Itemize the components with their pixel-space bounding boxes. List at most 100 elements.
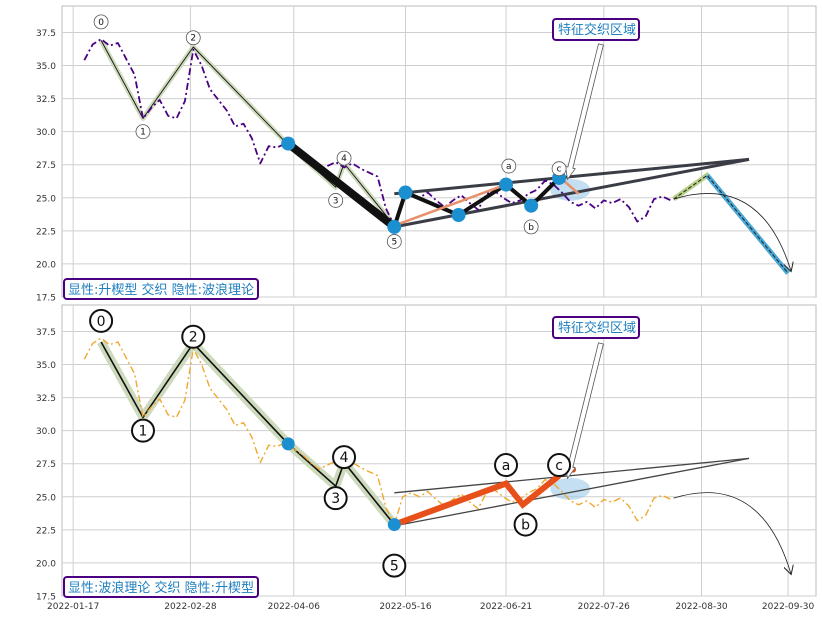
bottom-y-tick-label: 32.5 xyxy=(36,394,56,404)
bottom-wave-label-circle xyxy=(494,453,519,478)
top-y-tick-label: 37.5 xyxy=(36,29,56,39)
top-marks: 0 1 2 3 4 5 a b c xyxy=(83,14,791,275)
bottom-x-tick-label: 2022-09-30 xyxy=(762,602,815,612)
bottom-y-tick-label: 22.5 xyxy=(36,526,56,536)
bottom-red-path xyxy=(393,473,561,528)
top-curve-arrow xyxy=(673,193,791,270)
top-blue-dot xyxy=(451,207,466,222)
top-wave-label: 1 xyxy=(140,128,146,138)
top-wave-label: 2 xyxy=(190,34,196,44)
bottom-blue-dot xyxy=(387,518,401,532)
bottom-wave-label-circle xyxy=(130,418,155,443)
bottom-caption-box xyxy=(63,576,259,598)
bottom-wedge-line xyxy=(394,457,750,527)
bottom-y-ticks: 17.5 20.0 22.5 25.0 27.5 30.0 32.5 35.0 37.5 xyxy=(36,328,56,603)
top-caption-box xyxy=(63,278,259,300)
bottom-gridlines xyxy=(62,305,816,597)
bottom-wave-label: 3 xyxy=(331,491,340,507)
top-y-ticks: 17.5 20.0 22.5 25.0 27.5 30.0 32.5 35.0 37.5 xyxy=(36,29,56,304)
top-blue-dot xyxy=(499,177,514,192)
top-wave-label: 4 xyxy=(341,154,347,164)
bottom-wave-label: c xyxy=(555,458,563,474)
bottom-curve-arrow xyxy=(673,492,791,574)
bottom-wave-label-circle xyxy=(181,324,206,349)
top-plot-frame xyxy=(61,5,817,298)
top-label-arrow xyxy=(565,43,604,181)
bottom-wave-label: 1 xyxy=(139,424,148,440)
bottom-y-tick-label: 35.0 xyxy=(36,361,56,371)
top-wave-label-circle xyxy=(135,124,151,140)
top-annotation-box xyxy=(552,18,640,41)
top-wave-label: c xyxy=(557,165,562,175)
bottom-wave-label: 4 xyxy=(340,450,349,466)
top-projection-path xyxy=(673,174,789,274)
bottom-y-tick-label: 27.5 xyxy=(36,460,56,470)
top-y-tick-label: 17.5 xyxy=(36,294,56,304)
bottom-wave-label: 0 xyxy=(97,314,106,330)
top-thick-segment xyxy=(456,182,508,217)
top-wave-label-circle xyxy=(185,30,201,46)
bottom-x-tick-label: 2022-04-06 xyxy=(268,602,321,612)
bottom-wave-label-circle xyxy=(513,512,538,537)
bottom-price-series xyxy=(83,337,672,526)
top-thick-segment xyxy=(403,190,461,217)
top-thick-segment xyxy=(284,139,399,231)
top-y-tick-label: 35.0 xyxy=(36,62,56,72)
top-wedge-line xyxy=(394,157,750,196)
bottom-x-tick-label: 2022-05-16 xyxy=(379,602,432,612)
top-price-series xyxy=(83,38,672,227)
bottom-y-tick-label: 30.0 xyxy=(36,427,56,437)
bottom-wave-label-circle xyxy=(382,553,407,578)
bottom-wedge-line xyxy=(394,457,750,494)
bottom-x-tick-label: 2022-08-30 xyxy=(675,602,728,612)
bottom-wave-label: 5 xyxy=(390,559,399,575)
top-y-tick-label: 20.0 xyxy=(36,260,56,270)
top-blue-dot xyxy=(281,136,296,151)
top-y-tick-label: 32.5 xyxy=(36,95,56,105)
top-blue-dot xyxy=(398,185,413,200)
bottom-wave-label-circle xyxy=(332,445,357,470)
top-wave-label-circle xyxy=(501,158,517,174)
bottom-x-ticks: 2022-01-17 2022-02-28 2022-04-06 2022-05-16… xyxy=(47,602,814,612)
bottom-wave-label-circle xyxy=(547,453,572,478)
top-wave-label-circle xyxy=(551,161,567,177)
top-y-tick-label: 22.5 xyxy=(36,227,56,237)
top-y-tick-label: 30.0 xyxy=(36,128,56,138)
bottom-y-tick-label: 20.0 xyxy=(36,559,56,569)
bottom-panel: 17.520.022.525.027.530.032.535.037.5 202… xyxy=(36,304,817,612)
bottom-annotation: 特征交织区域 xyxy=(558,320,636,336)
bottom-x-tick-label: 2022-01-17 xyxy=(47,602,99,612)
bottom-wave-label-circle xyxy=(89,308,114,333)
top-panel: 17.5 20.0 22.5 25.0 27.5 30.0 32.5 35.0 37.5 0 1 2… xyxy=(36,5,817,304)
bottom-wave-label: b xyxy=(521,518,530,534)
top-wave-label-circle xyxy=(93,14,109,30)
top-wave-label: b xyxy=(528,223,534,233)
top-annotation: 特征交织区域 xyxy=(558,22,636,38)
bottom-wave-label: a xyxy=(502,458,511,474)
top-wave-label-circle xyxy=(386,234,402,249)
bottom-marks: 0 1 2 3 4 5 a b c xyxy=(83,308,791,578)
top-wave-label: 5 xyxy=(391,237,397,247)
top-blue-dot xyxy=(524,198,539,213)
top-y-tick-label: 27.5 xyxy=(36,161,56,171)
top-wave-label-circle xyxy=(336,150,352,166)
bottom-x-tick-label: 2022-02-28 xyxy=(164,602,217,612)
bottom-wave-label-circle xyxy=(323,486,348,511)
bottom-y-tick-label: 25.0 xyxy=(36,493,56,503)
top-wave-label: a xyxy=(506,162,512,172)
bottom-wave-label: 2 xyxy=(189,330,198,346)
top-caption: 显性:升楔型 交织 隐性:波浪理论 xyxy=(68,282,254,298)
top-wave-label: 3 xyxy=(333,196,339,206)
top-y-tick-label: 25.0 xyxy=(36,194,56,204)
bottom-y-tick-label: 17.5 xyxy=(36,593,56,603)
top-wave-label: 0 xyxy=(98,18,104,28)
top-wave-label-circle xyxy=(523,219,539,235)
bottom-blue-dot xyxy=(281,437,295,451)
bottom-plot-frame xyxy=(61,304,817,597)
top-wave-label-circle xyxy=(328,193,344,208)
bottom-y-tick-label: 37.5 xyxy=(36,328,56,338)
bottom-x-tick-label: 2022-07-26 xyxy=(578,602,631,612)
bottom-annotation-box xyxy=(552,316,640,339)
bottom-x-tick-label: 2022-06-21 xyxy=(480,602,532,612)
